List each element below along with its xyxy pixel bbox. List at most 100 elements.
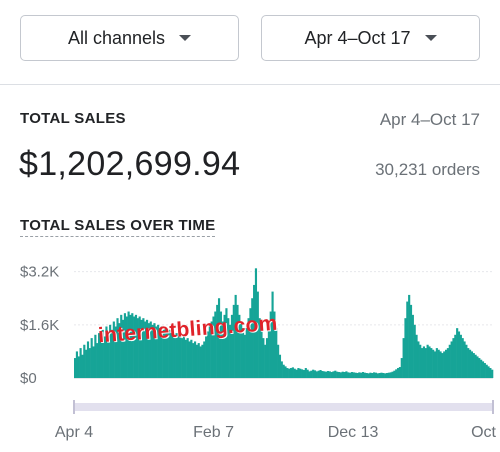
chart-bar (277, 344, 280, 378)
chart-bar (467, 348, 470, 378)
chart-bar (265, 338, 269, 378)
chart-bar (240, 321, 243, 378)
chart-bar (347, 372, 350, 378)
chart-bar (256, 291, 259, 378)
chart-bar (433, 351, 437, 378)
chart-bar (343, 372, 346, 378)
chart-bar (133, 316, 136, 378)
chart-bar (299, 368, 302, 378)
chart-bar (142, 318, 145, 378)
chart-bar (77, 356, 80, 378)
chart-title[interactable]: TOTAL SALES OVER TIME (20, 217, 216, 237)
chart-bar (406, 301, 409, 378)
chart-bar (249, 308, 252, 378)
chart-bar (94, 334, 97, 378)
chart-bar (260, 331, 263, 378)
chart-bar (293, 368, 296, 378)
chart-bar (463, 341, 466, 378)
chart-bar (227, 318, 230, 378)
chart-bar (262, 338, 265, 378)
chart-bar (474, 354, 477, 378)
chart-bar (413, 324, 416, 378)
chart-bar (254, 268, 258, 378)
chart-bar (288, 368, 291, 378)
chart-bar (230, 314, 234, 378)
chart-bar (241, 328, 245, 378)
chart-bar (328, 371, 331, 378)
chart-bar (264, 344, 267, 378)
chart-bar (402, 338, 405, 378)
caret-down-icon (424, 35, 437, 41)
chart-bar (363, 372, 366, 378)
chart-bar (81, 354, 84, 378)
chart-bar (419, 344, 422, 378)
chart-bar (352, 372, 355, 378)
chart-bar (472, 353, 475, 378)
date-range-dropdown-label: Apr 4–Oct 17 (304, 27, 411, 48)
chart-bar (408, 294, 411, 378)
chart-bar (179, 334, 182, 378)
chart-bar (452, 338, 455, 378)
chart-bar (212, 316, 215, 378)
chart-bar (125, 316, 128, 378)
chart-bar (478, 358, 481, 378)
chart-bar (289, 368, 293, 378)
chart-bar (469, 349, 472, 378)
chart-bar (275, 328, 278, 378)
chart-bar (319, 370, 322, 378)
chart-bar (216, 304, 219, 378)
chart-bar (400, 358, 403, 378)
chart-bar (184, 339, 187, 378)
chart-bar (107, 333, 110, 378)
chart-bar (317, 370, 320, 378)
chart-bar (308, 371, 311, 378)
chart-bar (448, 344, 451, 378)
chart-bar (253, 284, 256, 378)
date-range-dropdown[interactable]: Apr 4–Oct 17 (261, 15, 480, 61)
chart-bar (75, 351, 78, 378)
chart-bar (421, 348, 424, 378)
chart-bar (155, 326, 158, 378)
chart-bar (131, 313, 134, 378)
chart-bar (443, 351, 446, 378)
chart-bar (332, 371, 335, 378)
chart-bar (223, 314, 226, 378)
chart-bar (397, 368, 400, 378)
range-scrollbar[interactable] (74, 403, 493, 411)
chart-bar (489, 368, 492, 378)
chart-bar (378, 373, 381, 378)
chart-bar (88, 348, 91, 378)
chart-bar (476, 356, 479, 378)
chart-bar (171, 331, 174, 378)
channel-dropdown[interactable]: All channels (20, 15, 239, 61)
chart-bar (164, 328, 167, 378)
chart-bar (273, 311, 276, 378)
chart-bar (371, 373, 374, 378)
chart-bar (151, 324, 154, 378)
y-axis-tick-label: $1.6K (20, 317, 59, 334)
chart-bar (430, 348, 433, 378)
chart-bar (393, 370, 396, 378)
chart-bar (354, 372, 357, 378)
chart-bar (190, 339, 193, 378)
chart-bar (140, 319, 143, 378)
chart-bar (470, 351, 473, 378)
x-axis-tick-label: Apr 4 (55, 424, 93, 441)
chart-bar (291, 367, 294, 378)
chart-bar (376, 373, 379, 378)
chart-bar (225, 308, 228, 378)
chart-bar (271, 291, 274, 378)
chart-bar (90, 338, 93, 378)
chart-bar (361, 372, 365, 378)
chart-bar (387, 372, 390, 378)
chart-bar (360, 372, 363, 378)
chart-bar (258, 318, 261, 378)
chart-bar (193, 341, 197, 378)
chart-bar (98, 333, 101, 378)
chart-bar (217, 298, 221, 378)
chart-bar (186, 338, 189, 378)
chart-bar (221, 321, 224, 378)
chart-bar (349, 372, 352, 378)
chart-bar (238, 314, 241, 378)
